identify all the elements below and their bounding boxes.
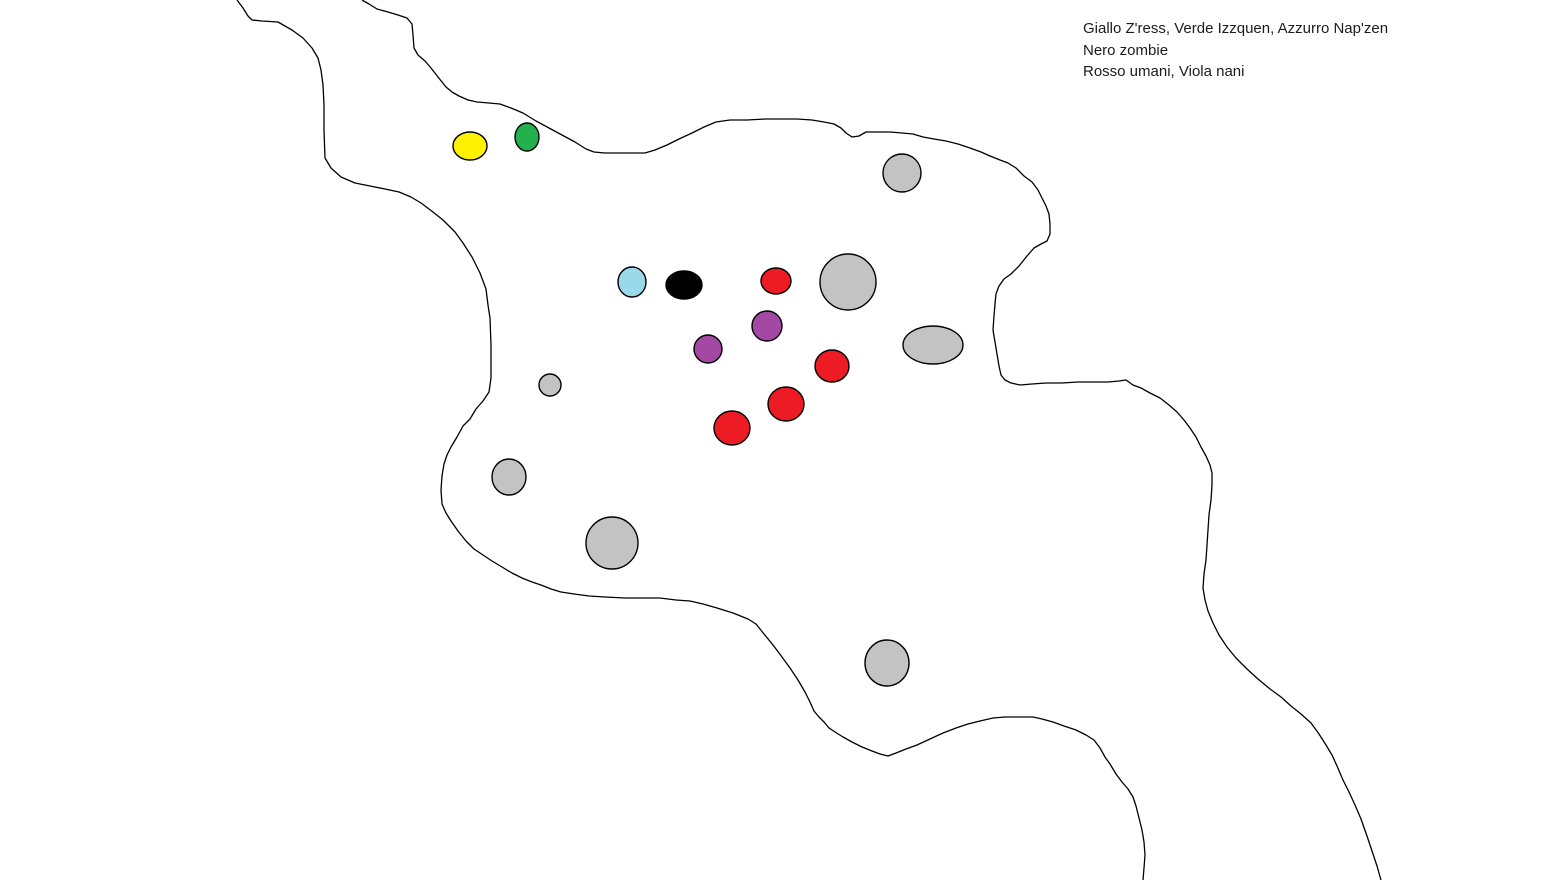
marker-azzurro-napzen: [617, 266, 647, 298]
marker-giallo-zress: [452, 131, 488, 161]
marker-grigio: [491, 458, 527, 496]
marker-rosso-umani: [713, 410, 751, 446]
map-legend: Giallo Z'ress, Verde Izzquen, Azzurro Na…: [1083, 18, 1388, 83]
marker-rosso-umani: [814, 349, 850, 383]
marker-rosso-umani: [767, 386, 805, 422]
legend-line-zombie: Nero zombie: [1083, 41, 1169, 59]
legend-line-humans-dwarves: Rosso umani, Viola nani: [1083, 63, 1245, 80]
marker-viola-nani: [693, 334, 723, 364]
marker-nero-zombie: [665, 270, 703, 300]
marker-grigio: [882, 153, 922, 193]
marker-grigio: [819, 253, 877, 311]
west-coastline: [236, 0, 1146, 880]
marker-rosso-umani: [760, 267, 792, 295]
marker-grigio: [864, 639, 910, 687]
marker-grigio: [585, 516, 639, 570]
marker-viola-nani: [751, 310, 783, 342]
marker-grigio: [902, 325, 964, 365]
legend-line-drow: Giallo Z'ress, Verde Izzquen, Azzurro Na…: [1083, 20, 1389, 37]
marker-verde-izzquen: [514, 122, 540, 152]
marker-grigio: [538, 373, 562, 397]
east-coastline: [361, 0, 1382, 880]
